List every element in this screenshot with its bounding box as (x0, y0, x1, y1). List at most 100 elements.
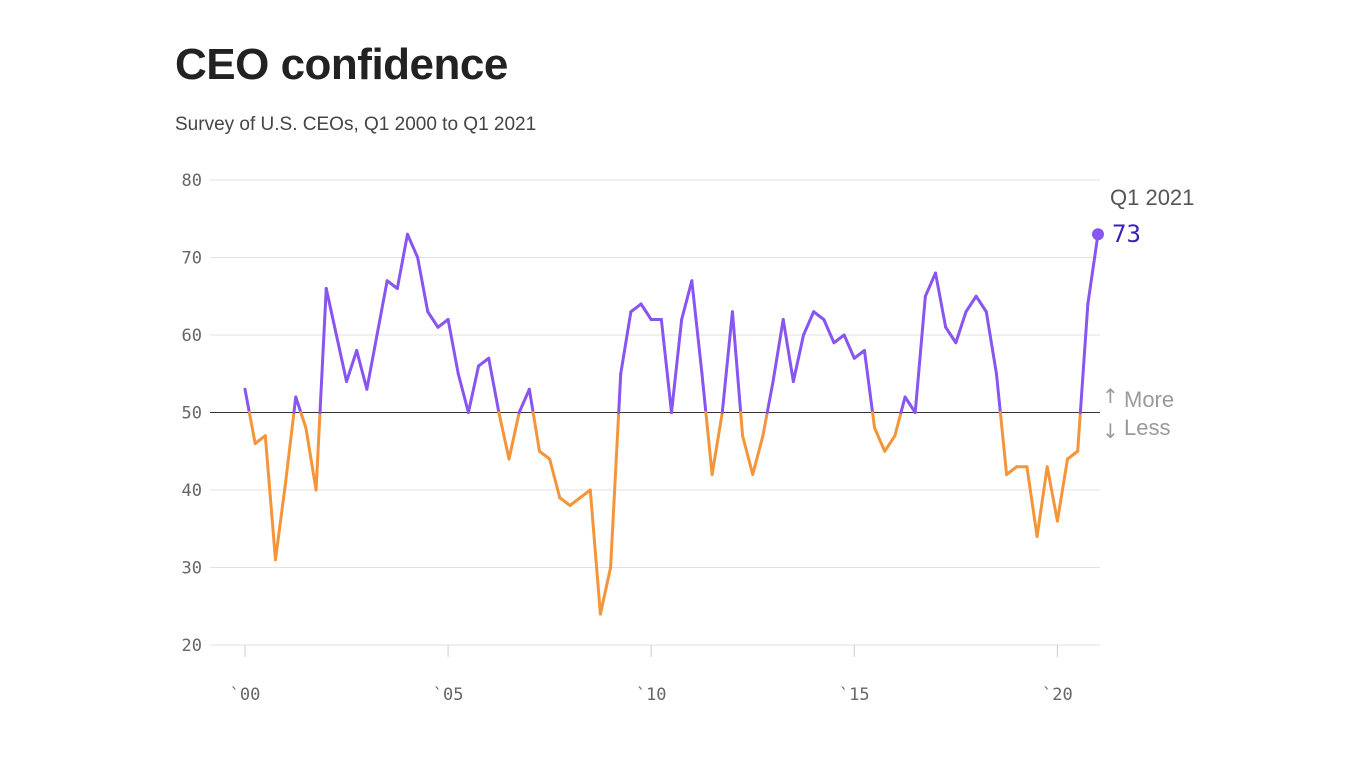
series-segment-above (812, 310, 826, 321)
series-segment-above (365, 333, 379, 391)
end-point-value: 73 (1112, 220, 1141, 248)
series-segment-above (527, 387, 535, 414)
series-segment-below (1066, 449, 1080, 461)
series-segment-below (273, 480, 288, 562)
series-segment-below (871, 411, 877, 430)
series-segment-above (730, 310, 743, 414)
y-axis-ticks: 80 70 60 50 40 30 20 (182, 171, 202, 656)
series-segment-above (1086, 232, 1100, 306)
series-segment-below (304, 426, 318, 492)
series-segment-below (314, 411, 322, 492)
series-segment-above (324, 287, 338, 337)
series-segment-above (781, 318, 795, 383)
more-label: More (1124, 387, 1174, 412)
x-tick-label: `15 (839, 685, 870, 705)
series-segment-above (243, 387, 251, 414)
down-arrow-icon: ↓ (1102, 419, 1119, 443)
series-segment-above (294, 395, 303, 414)
series-segment-below (284, 411, 296, 484)
series-segment-above (405, 232, 420, 259)
series-segment-above (944, 325, 958, 345)
series-segment-below (588, 488, 602, 616)
series-segment-below (558, 496, 572, 507)
series-segment-below (253, 434, 267, 445)
series-segment-above (477, 356, 491, 368)
series-segment-above (345, 349, 359, 383)
series-segment-below (873, 426, 887, 453)
series-segment-below (548, 457, 562, 500)
series-segment-below (578, 488, 592, 500)
series-segment-above (395, 232, 409, 290)
series-segment-above (355, 349, 369, 391)
series-segment-above (771, 318, 785, 383)
series-segment-below (751, 434, 765, 476)
series-segment-above (318, 287, 328, 414)
series-segment-below (1005, 465, 1019, 476)
series-segment-above (517, 387, 531, 414)
series-segment-below (739, 411, 745, 438)
series-segment-below (710, 411, 724, 476)
series-segment-above (619, 310, 633, 376)
page-subtitle: Survey of U.S. CEOs, Q1 2000 to Q1 2021 (175, 114, 537, 135)
series-segment-below (497, 411, 511, 461)
series-segment-above (802, 310, 816, 337)
x-axis-ticks: `00 `05 `10 `15 `20 (230, 645, 1073, 705)
series-segment-above (913, 294, 927, 414)
series-segment-below (1055, 457, 1070, 523)
series-segment-below (263, 434, 277, 562)
series-segment-above (456, 372, 470, 414)
series-segment-below (1076, 411, 1082, 453)
series-segment-below (883, 434, 897, 453)
series-segment-above (426, 310, 440, 329)
series-segment-above (466, 364, 481, 414)
series-segment-below (609, 411, 621, 569)
series-segment-below (568, 496, 582, 507)
series-segment-above (639, 302, 653, 321)
series-segment-above (994, 372, 1002, 414)
gridlines (210, 179, 1100, 646)
y-tick-label: 20 (182, 636, 202, 656)
series-segment-above (964, 294, 978, 314)
series-segment-above (416, 256, 430, 314)
x-tick-label: `00 (230, 685, 261, 705)
series-segment-above (842, 333, 856, 360)
series-segment-above (385, 279, 399, 290)
series-segment-below (741, 434, 755, 476)
y-tick-label: 30 (182, 559, 202, 579)
series-segment-above (899, 395, 907, 414)
series-segment-below (1045, 465, 1059, 523)
series-segment-above (680, 279, 694, 321)
series-segment-above (720, 310, 734, 414)
series-segment-above (862, 349, 875, 414)
series-segment-below (1035, 465, 1049, 538)
series-segment-above (765, 380, 775, 414)
series-segment-above (923, 271, 938, 298)
series-segment-above (487, 356, 501, 414)
series-segment-above (1078, 302, 1090, 414)
x-tick-label: `05 (433, 685, 464, 705)
up-arrow-icon: ↑ (1102, 384, 1119, 408)
series-segment-below (299, 411, 308, 430)
end-point-label: Q1 2021 (1110, 185, 1194, 210)
series-segment-above (629, 302, 643, 314)
y-tick-label: 40 (182, 481, 202, 501)
series-segment-above (954, 310, 968, 345)
series-segment-below (704, 411, 714, 476)
series-segment-above (334, 333, 349, 383)
y-tick-label: 80 (182, 171, 202, 191)
series-segment-above (852, 349, 866, 360)
annotations: Q1 2021 73 ↑ More ↓ Less (1092, 185, 1194, 443)
series-segment-above (375, 279, 389, 337)
series-segment-above (617, 372, 623, 414)
series-segment-above (659, 318, 673, 414)
series-segment-above (436, 318, 450, 329)
confidence-series (243, 232, 1100, 616)
series-segment-below (761, 411, 769, 438)
x-tick-label: `20 (1042, 685, 1073, 705)
series-segment-above (984, 310, 998, 376)
series-segment-above (700, 372, 708, 414)
series-segment-below (598, 566, 613, 616)
series-segment-above (791, 333, 806, 383)
